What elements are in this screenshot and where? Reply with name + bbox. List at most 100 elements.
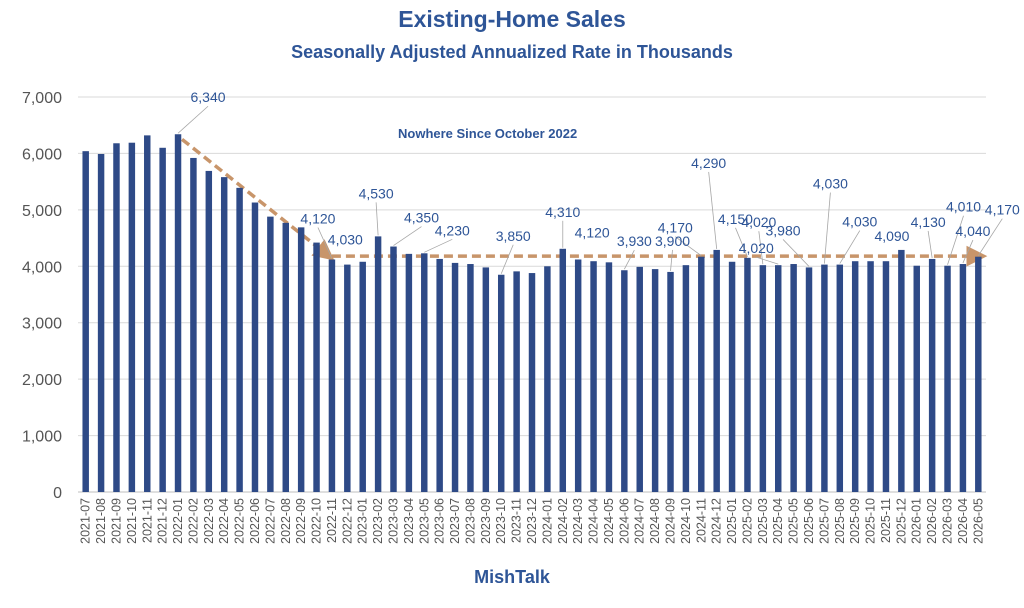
y-tick-label: 0 — [53, 485, 62, 502]
x-tick-label: 2021-12 — [156, 498, 170, 544]
bar — [851, 261, 859, 492]
chart-title: Existing-Home Sales — [398, 6, 626, 32]
bar — [544, 266, 551, 492]
bar — [436, 258, 443, 492]
x-tick-label: 2025-05 — [787, 498, 801, 544]
trend-arrow — [180, 137, 335, 261]
x-tick-label: 2021-07 — [79, 498, 93, 544]
y-tick-label: 2,000 — [22, 372, 62, 389]
annotation-nowhere: Nowhere Since October 2022 — [398, 126, 577, 141]
y-tick-label: 7,000 — [22, 90, 62, 107]
x-tick-label: 2022-03 — [202, 498, 216, 544]
bar — [267, 216, 274, 492]
x-tick-label: 2022-06 — [248, 498, 262, 544]
y-tick-label: 4,000 — [22, 259, 62, 276]
x-tick-label: 2025-03 — [756, 498, 770, 544]
x-tick-label: 2022-04 — [217, 498, 231, 544]
label-leader — [782, 239, 810, 267]
bar — [421, 253, 428, 492]
x-tick-label: 2021-08 — [94, 498, 108, 544]
label-leader — [500, 244, 514, 274]
bar — [913, 265, 920, 492]
bar — [190, 157, 197, 492]
bar — [744, 257, 751, 492]
bar — [374, 236, 382, 492]
x-tick-label: 2022-08 — [279, 498, 293, 544]
label-leader — [977, 218, 1003, 256]
label-leader — [375, 202, 379, 236]
label-leader — [962, 239, 974, 264]
bar — [667, 271, 674, 492]
x-tick-label: 2025-01 — [725, 498, 739, 544]
bar — [82, 151, 89, 492]
bar — [621, 270, 628, 492]
x-tick-label: 2023-11 — [510, 498, 524, 543]
bar — [113, 143, 120, 492]
data-label: 4,010 — [946, 199, 981, 215]
x-tick-label: 2023-07 — [448, 498, 462, 544]
trend-arrows — [180, 137, 988, 267]
label-leaders — [177, 105, 1003, 274]
bar — [898, 249, 905, 492]
data-label: 3,930 — [617, 233, 652, 249]
bar — [867, 261, 874, 492]
x-tick-label: 2022-11 — [325, 498, 339, 543]
bar — [651, 269, 659, 492]
x-tick-label: 2025-12 — [894, 498, 908, 544]
label-leader — [675, 236, 702, 257]
label-leader — [927, 230, 933, 259]
label-leader — [177, 105, 209, 134]
bar — [759, 265, 767, 492]
label-leader — [839, 230, 861, 264]
label-leader — [824, 192, 831, 264]
data-label: 4,040 — [955, 223, 990, 239]
x-tick-label: 2026-02 — [925, 498, 939, 544]
y-tick-label: 6,000 — [22, 146, 62, 163]
x-tick-label: 2025-06 — [802, 498, 816, 544]
label-leader — [393, 226, 422, 246]
data-label: 4,290 — [691, 155, 726, 171]
bar — [497, 274, 505, 492]
label-leader — [947, 215, 964, 265]
bar — [97, 153, 105, 492]
x-tick-label: 2023-06 — [433, 498, 447, 544]
x-tick-label: 2023-05 — [417, 498, 431, 544]
data-label: 4,350 — [404, 210, 439, 226]
x-tick-label: 2023-04 — [402, 498, 416, 544]
x-tick-label: 2022-09 — [294, 498, 308, 544]
bar — [590, 261, 597, 492]
data-label: 4,150 — [718, 211, 753, 227]
bar — [713, 249, 720, 492]
bar — [236, 187, 243, 492]
x-tick-label: 2024-01 — [540, 498, 554, 544]
x-tick-label: 2024-06 — [617, 498, 631, 544]
bar — [636, 266, 643, 492]
bar — [144, 135, 151, 492]
x-axis-ticks: 2021-07 2021-08 2021-09 2021-10 2021-11 2021-… — [79, 498, 986, 544]
bar — [698, 256, 705, 492]
data-label: 4,020 — [739, 240, 774, 256]
y-tick-label: 1,000 — [22, 429, 62, 446]
x-tick-label: 2024-08 — [648, 498, 662, 544]
x-tick-label: 2023-09 — [479, 498, 493, 544]
bar — [128, 142, 136, 492]
bar — [821, 264, 828, 492]
data-label: 4,030 — [842, 214, 877, 230]
data-label: 4,030 — [813, 176, 848, 192]
x-tick-label: 2024-12 — [710, 498, 724, 544]
x-tick-label: 2025-08 — [833, 498, 847, 544]
label-leader — [735, 227, 748, 257]
bar — [159, 147, 166, 493]
x-tick-label: 2023-10 — [494, 498, 508, 544]
bar — [328, 259, 336, 492]
data-label: 4,120 — [575, 225, 610, 241]
label-leader — [623, 250, 635, 270]
x-tick-label: 2022-02 — [186, 498, 200, 544]
data-label: 4,090 — [874, 228, 909, 244]
y-tick-label: 3,000 — [22, 316, 62, 333]
data-label: 4,020 — [741, 214, 776, 230]
data-label: 3,850 — [496, 228, 531, 244]
label-leader — [670, 249, 673, 271]
